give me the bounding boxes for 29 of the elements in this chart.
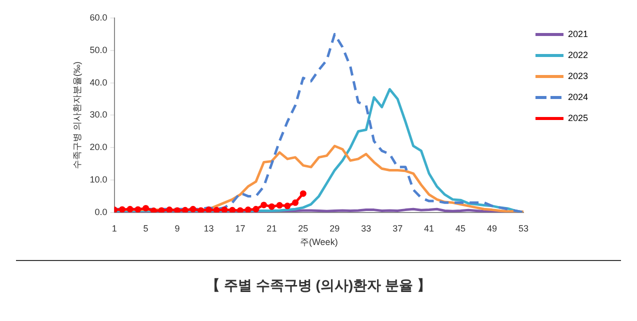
x-tick-label: 17 xyxy=(235,223,246,234)
legend-label: 2025 xyxy=(568,112,588,123)
x-tick-label: 29 xyxy=(330,223,340,234)
y-tick-label: 0.0 xyxy=(94,206,108,217)
x-tick-label: 5 xyxy=(143,223,148,234)
y-tick-label: 30.0 xyxy=(90,110,108,120)
x-tick-label: 25 xyxy=(298,223,308,234)
x-tick-label: 41 xyxy=(424,223,434,234)
x-tick-label: 13 xyxy=(204,223,214,234)
y-tick-label: 50.0 xyxy=(90,44,108,55)
text: 【 주별 수족구병 (의사)환자 분율 】 xyxy=(205,276,432,295)
x-tick-label: 9 xyxy=(174,223,180,234)
y-tick-label: 10.0 xyxy=(90,174,108,184)
x-tick-label: 21 xyxy=(266,223,277,234)
y-tick-label: 40.0 xyxy=(90,77,108,88)
x-tick-label: 37 xyxy=(392,223,403,234)
x-tick-label: 49 xyxy=(486,223,498,234)
y-tick-label: 20.0 xyxy=(90,142,108,152)
x-tick-label: 33 xyxy=(361,223,372,234)
y-tick-label: 60.0 xyxy=(90,12,108,22)
x-tick-label: 45 xyxy=(456,223,466,234)
y-axis-title: 수족구병 의사환자분율(‰) xyxy=(72,61,82,169)
legend-label: 2022 xyxy=(568,50,588,60)
x-tick-label: 53 xyxy=(518,223,528,234)
legend-label: 2023 xyxy=(568,70,588,81)
legend-label: 2024 xyxy=(568,92,588,102)
x-tick-label: 1 xyxy=(112,223,117,234)
x-axis-title: 주(Week) xyxy=(300,237,338,248)
legend-label: 2021 xyxy=(568,28,588,39)
